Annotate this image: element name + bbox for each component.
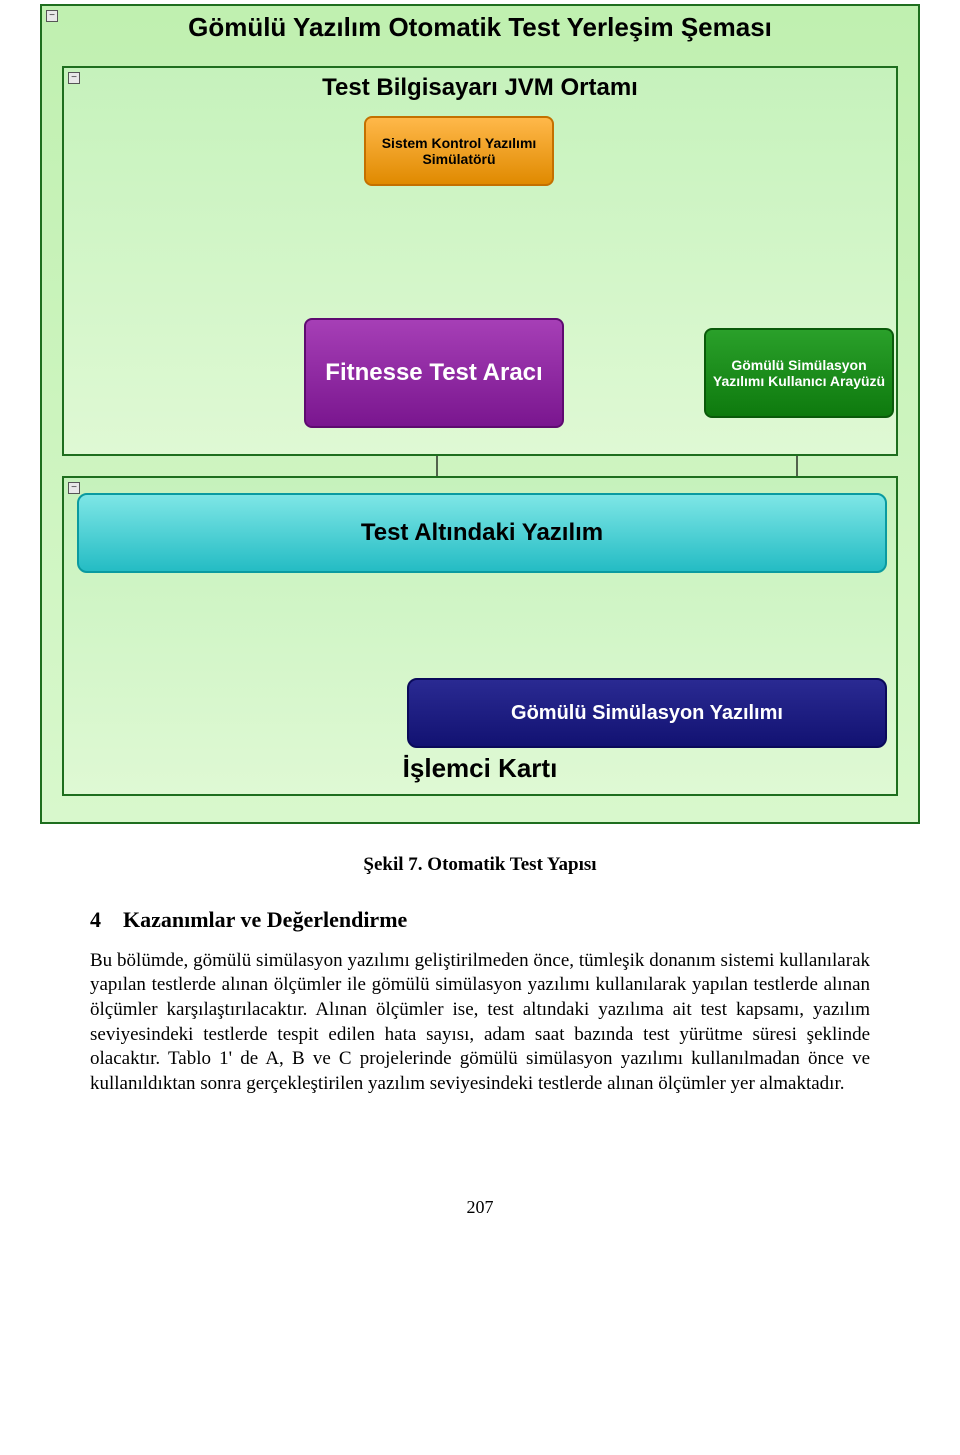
page-number: 207 — [0, 1197, 960, 1218]
jvm-title: Test Bilgisayarı JVM Ortamı — [64, 74, 896, 102]
section-heading: 4 Kazanımlar ve Değerlendirme — [90, 906, 870, 935]
diagram-outer-frame: − Gömülü Yazılım Otomatik Test Yerleşim … — [40, 4, 920, 824]
node-label: Test Altındaki Yazılım — [361, 519, 603, 547]
node-sut: Test Altındaki Yazılım — [77, 493, 887, 573]
body-paragraph: Bu bölümde, gömülü simülasyon yazılımı g… — [90, 949, 870, 1097]
node-label: Fitnesse Test Aracı — [325, 359, 542, 387]
figure-caption: Şekil 7. Otomatik Test Yapısı — [0, 854, 960, 876]
node-sim-ctrl: Sistem Kontrol Yazılımı Simülatörü — [364, 116, 554, 186]
node-gsim-ui: Gömülü Simülasyon Yazılımı Kullanıcı Ara… — [704, 328, 894, 418]
cpu-frame: − Test Altındaki Yazılım Gömülü Simülasy… — [62, 476, 898, 796]
node-fitnesse: Fitnesse Test Aracı — [304, 318, 564, 428]
node-gsim: Gömülü Simülasyon Yazılımı — [407, 678, 887, 748]
diagram-title: Gömülü Yazılım Otomatik Test Yerleşim Şe… — [42, 12, 918, 43]
section-title: Kazanımlar ve Değerlendirme — [123, 907, 407, 932]
cpu-title: İşlemci Kartı — [64, 753, 896, 784]
node-label: Gömülü Simülasyon Yazılımı Kullanıcı Ara… — [712, 357, 886, 389]
jvm-frame: − Test Bilgisayarı JVM Ortamı Sistem Kon… — [62, 66, 898, 456]
node-label: Sistem Kontrol Yazılımı Simülatörü — [372, 135, 546, 167]
collapse-icon: − — [68, 482, 80, 494]
node-label: Gömülü Simülasyon Yazılımı — [511, 702, 783, 725]
section-number: 4 — [90, 907, 101, 932]
